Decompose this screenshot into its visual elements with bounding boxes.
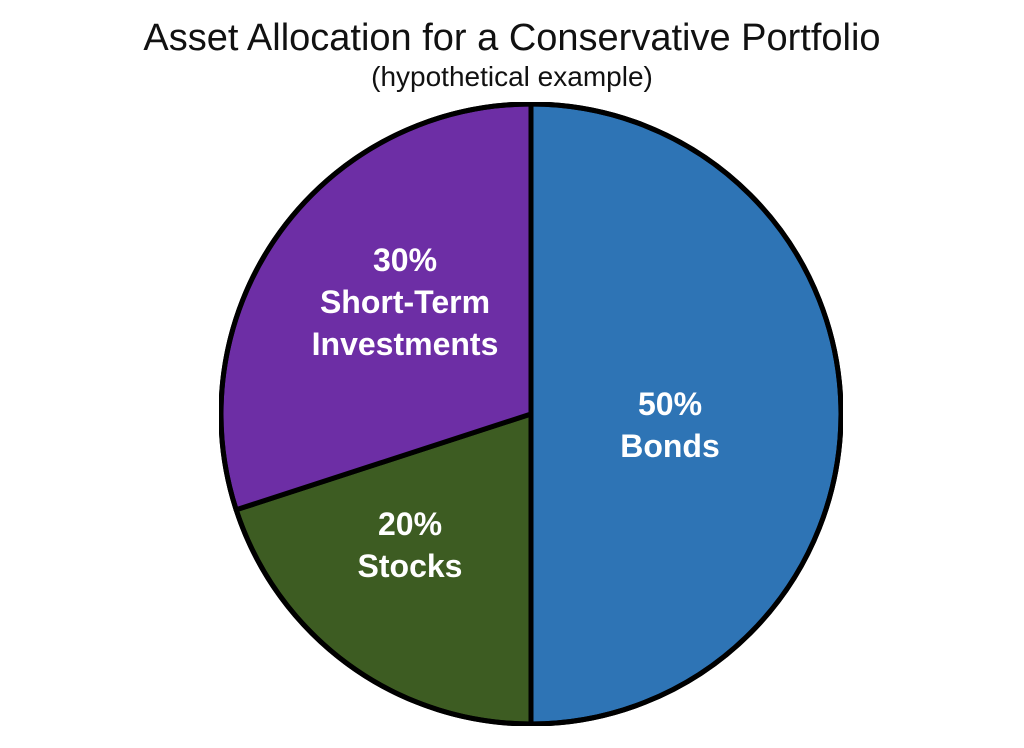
- chart-subtitle: (hypothetical example): [371, 61, 653, 92]
- title-block: Asset Allocation for a Conservative Port…: [0, 16, 1024, 94]
- pie-graphic: [219, 102, 843, 726]
- page-title: Asset Allocation for a Conservative Port…: [143, 17, 881, 59]
- pie-slice-bonds[interactable]: [528, 102, 843, 726]
- pie-svg: [219, 102, 843, 726]
- pie-outline: [219, 102, 843, 726]
